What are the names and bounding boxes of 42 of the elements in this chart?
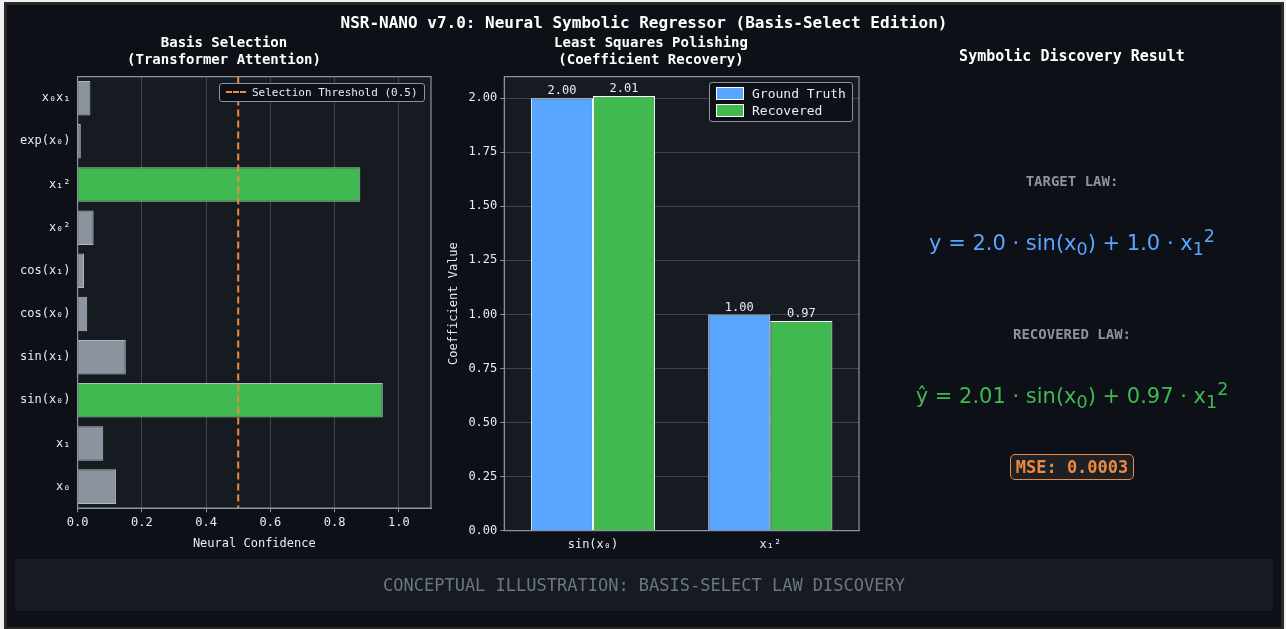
y-tick-label: 0.25 xyxy=(468,468,498,483)
ref-line-label: Selection Threshold (0.5) xyxy=(252,85,418,99)
y-tick-label: sin(x₁) xyxy=(19,349,71,364)
y-tick-label: 1.50 xyxy=(468,198,498,213)
data-label: 0.97 xyxy=(786,306,816,321)
x-tick-label: 0.4 xyxy=(195,514,217,529)
y-tick-label: x₀² xyxy=(48,219,71,234)
y-tick-label: 1.25 xyxy=(468,252,498,267)
x-tick-label: 0.6 xyxy=(259,514,282,529)
y-tick-label: cos(x₀) xyxy=(19,306,71,321)
y-tick-label: cos(x₁) xyxy=(19,262,71,277)
data-label: 2.00 xyxy=(547,83,577,98)
x-tick-label: 1.0 xyxy=(388,514,410,529)
y-tick-label: x₀x₁ xyxy=(41,90,71,105)
legend-label: Ground Truth xyxy=(752,85,846,101)
chart-title: Least Squares Polishing (Coefficient Recovery) xyxy=(554,34,748,67)
y-tick-label: 1.75 xyxy=(468,144,498,159)
text: RECOVERED LAW: xyxy=(1012,326,1131,342)
data-label: 1.00 xyxy=(724,299,754,314)
text: CONCEPTUAL ILLUSTRATION: BASIS-SELECT LAW DISCOVERY xyxy=(15,559,1273,611)
x-tick-label: 0.2 xyxy=(130,514,153,529)
y-axis-title: Coefficient Value xyxy=(446,242,461,366)
text: MSE: 0.0003 xyxy=(1009,454,1135,480)
y-tick-label: 2.00 xyxy=(468,90,498,105)
text: NSR-NANO v7.0: Neural Symbolic Regressor (Basis-Select Edition) xyxy=(339,13,949,32)
y-tick-label: exp(x₀) xyxy=(19,133,71,148)
x-tick-label: 0.8 xyxy=(323,514,346,529)
y-tick-label: 0.50 xyxy=(468,414,498,429)
y-tick-label: 0.75 xyxy=(468,360,498,375)
y-tick-label: 0.00 xyxy=(468,522,498,537)
y-tick-label: x₁² xyxy=(48,176,71,191)
text: Symbolic Discovery Result xyxy=(958,47,1186,65)
x-tick-label: 0.0 xyxy=(66,514,89,529)
y-tick-label: x₀ xyxy=(56,478,71,493)
y-tick-label: sin(x₀) xyxy=(19,392,71,407)
y-tick-label: x₁ xyxy=(56,435,71,450)
x-axis-title: Neural Confidence xyxy=(192,535,316,550)
chart-title: Basis Selection (Transformer Attention) xyxy=(127,34,321,67)
text: TARGET LAW: xyxy=(1025,173,1119,189)
legend-label: Recovered xyxy=(752,102,823,118)
y-tick-label: 1.00 xyxy=(468,306,498,321)
data-label: 2.01 xyxy=(609,81,639,96)
